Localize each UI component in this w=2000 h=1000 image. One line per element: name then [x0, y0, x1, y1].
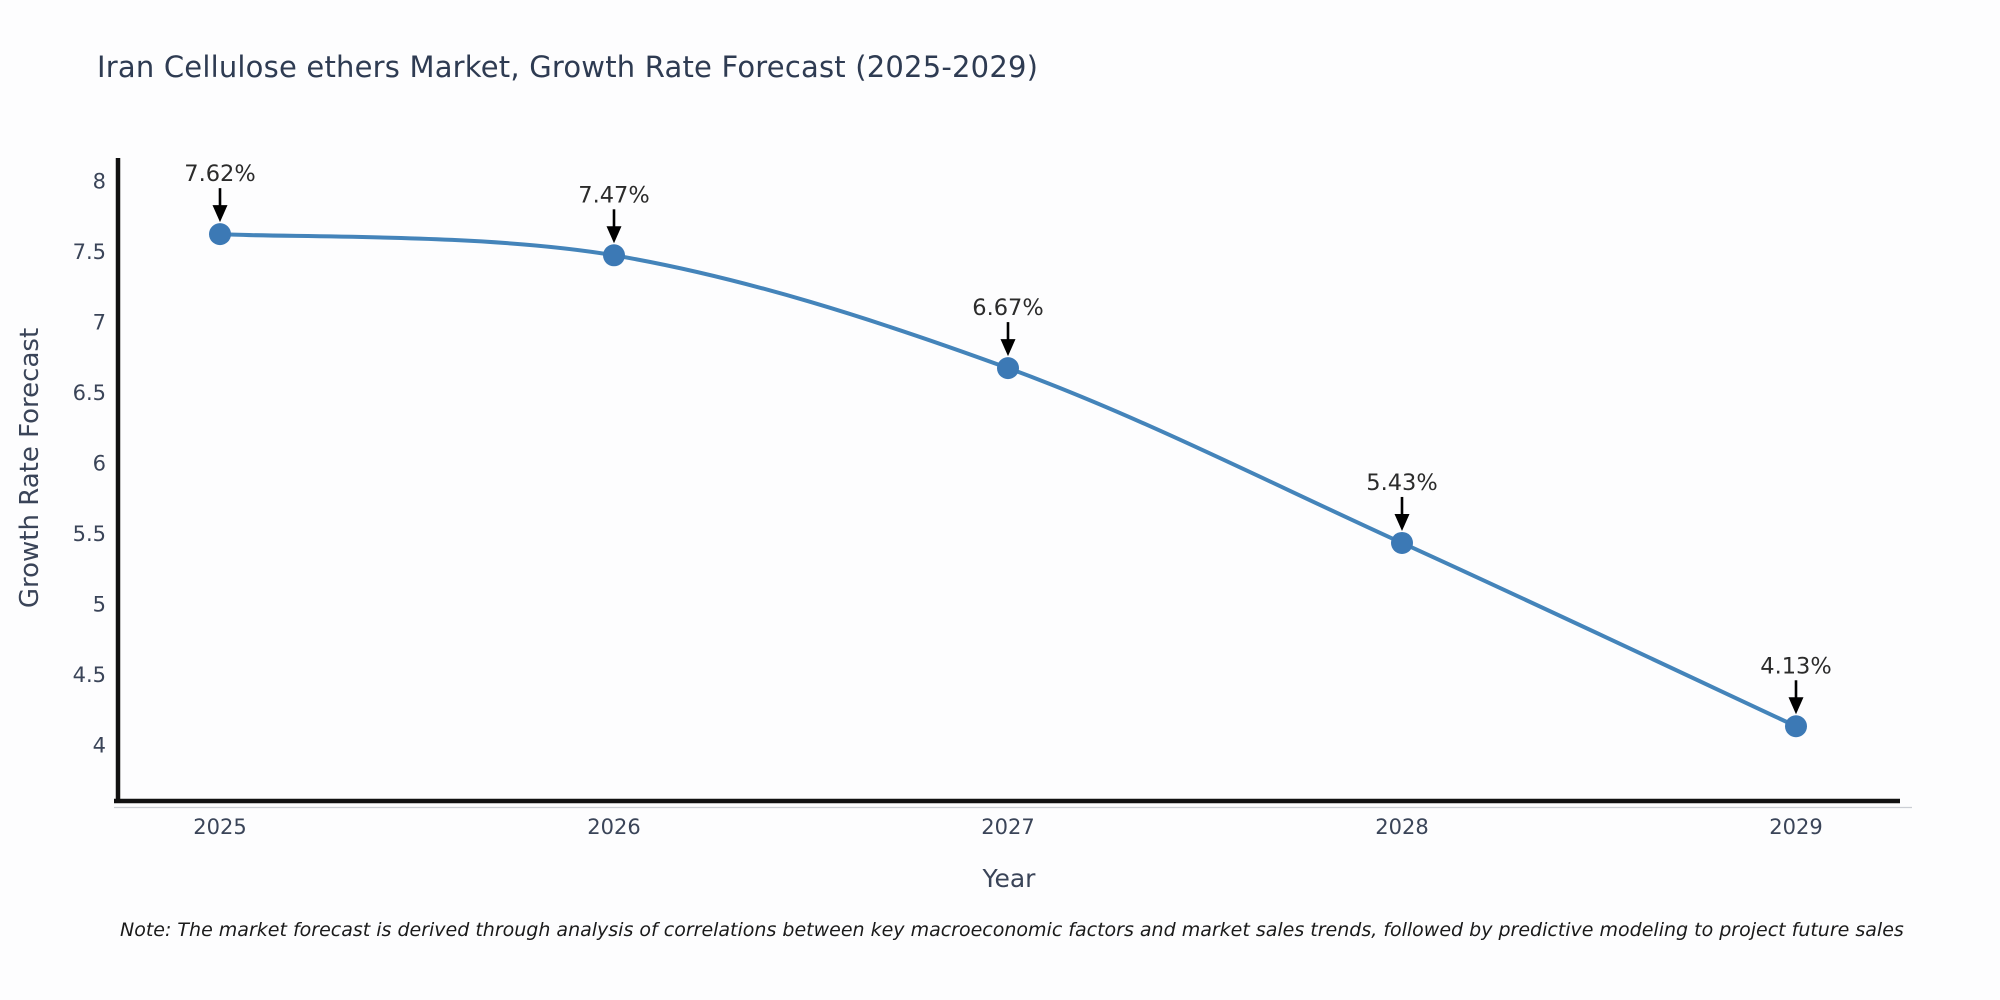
annotation-arrowhead-2025 — [212, 205, 228, 223]
annotation-label-2029: 4.13% — [1760, 653, 1831, 679]
data-point-2029 — [1785, 715, 1807, 738]
data-point-2027 — [997, 357, 1019, 380]
x-tick-label-2026: 2026 — [587, 815, 640, 839]
annotation-label-2028: 5.43% — [1366, 470, 1437, 496]
y-tick-label: 8 — [93, 170, 106, 194]
y-tick-label: 5 — [93, 593, 106, 617]
x-tick-label-2027: 2027 — [981, 815, 1034, 839]
x-tick-label-2025: 2025 — [193, 815, 246, 839]
x-tick-label-2029: 2029 — [1769, 815, 1822, 839]
data-point-2025 — [209, 223, 231, 246]
annotation-arrowhead-2026 — [606, 226, 622, 244]
footnote: Note: The market forecast is derived thr… — [120, 919, 1904, 941]
annotation-label-2025: 7.62% — [184, 161, 255, 187]
annotation-label-2027: 6.67% — [972, 295, 1043, 321]
annotation-arrowhead-2027 — [1000, 339, 1016, 357]
data-point-2026 — [603, 244, 625, 267]
y-tick-label: 6.5 — [73, 381, 106, 405]
annotation-label-2026: 7.47% — [578, 182, 649, 208]
y-tick-label: 5.5 — [73, 522, 106, 546]
y-tick-label: 4 — [93, 734, 106, 758]
y-tick-label: 4.5 — [73, 663, 106, 687]
annotation-arrowhead-2029 — [1788, 697, 1804, 715]
y-tick-label: 6 — [93, 452, 106, 476]
y-tick-label: 7.5 — [73, 240, 106, 264]
x-tick-label-2028: 2028 — [1375, 815, 1428, 839]
chart-title: Iran Cellulose ethers Market, Growth Rat… — [97, 50, 1039, 84]
data-point-2028 — [1391, 531, 1413, 554]
annotation-arrowhead-2028 — [1394, 513, 1410, 531]
y-tick-label: 7 — [93, 311, 106, 335]
x-axis-title: Year — [982, 864, 1036, 893]
